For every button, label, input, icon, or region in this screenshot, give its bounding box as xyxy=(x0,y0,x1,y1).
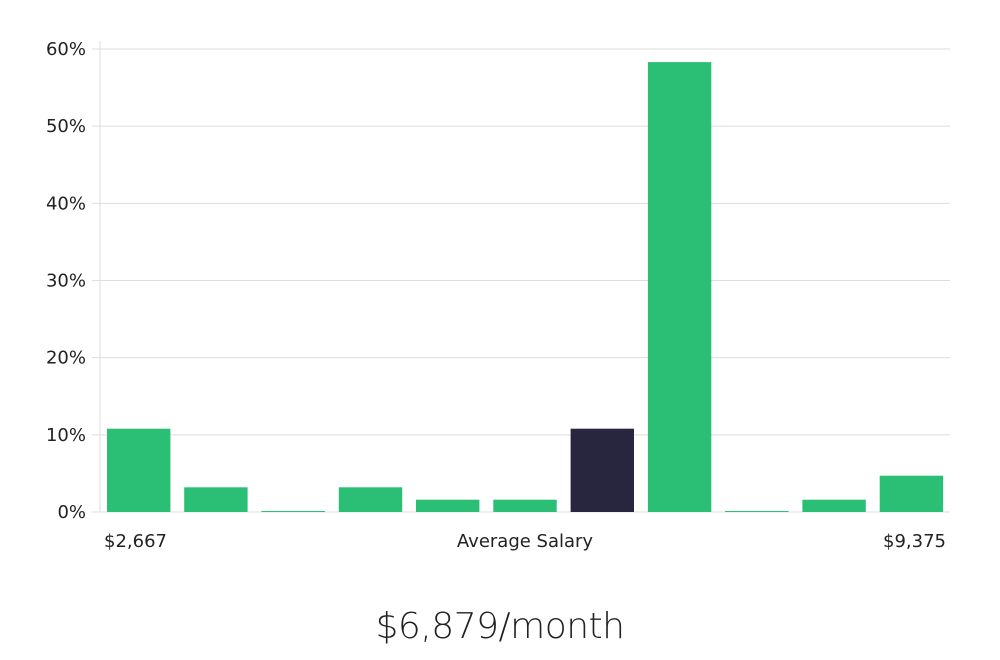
y-axis-ticks: 0% 10% 20% 30% 40% 50% 60% xyxy=(46,39,86,523)
bar xyxy=(647,62,712,512)
bar xyxy=(184,487,248,512)
y-tick-label: 0% xyxy=(57,502,86,523)
y-tick-label: 10% xyxy=(46,425,86,446)
average-salary-value: $6,879/month xyxy=(375,606,625,647)
y-tick-label: 30% xyxy=(46,271,86,292)
bar xyxy=(416,499,480,512)
bar xyxy=(493,499,557,512)
salary-histogram: 0% 10% 20% 30% 40% 50% 60% $2,667 Average Sala… xyxy=(46,39,950,552)
bars xyxy=(107,62,944,512)
bar xyxy=(879,475,944,512)
bar xyxy=(107,428,171,512)
bar xyxy=(338,487,403,512)
bar xyxy=(261,511,325,512)
bar-highlighted xyxy=(570,428,634,512)
x-max-label: $9,375 xyxy=(883,531,946,552)
x-axis-label: Average Salary xyxy=(457,531,594,552)
bar xyxy=(725,511,789,512)
y-tick-label: 40% xyxy=(46,193,86,214)
y-tick-label: 50% xyxy=(46,116,86,137)
y-tick-label: 20% xyxy=(46,348,86,369)
bar xyxy=(802,499,866,512)
x-min-label: $2,667 xyxy=(104,531,167,552)
gridlines xyxy=(92,41,950,513)
y-tick-label: 60% xyxy=(46,39,86,60)
